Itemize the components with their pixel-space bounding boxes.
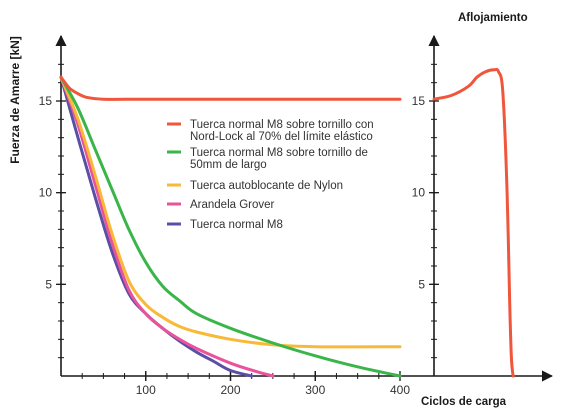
x-tick-label: 100 <box>136 383 156 397</box>
legend-label: Nord-Lock al 70% del límite elástico <box>190 131 373 143</box>
x-axis-label: Ciclos de carga <box>421 396 507 408</box>
x-tick-label: 400 <box>390 383 410 397</box>
legend-label: 50mm de largo <box>190 159 267 171</box>
legend-label: Tuerca normal M8 <box>190 219 283 231</box>
right-y-tick-label: 5 <box>418 277 425 291</box>
panel-title: Aflojamiento <box>458 12 528 24</box>
y-axis-label: Fuerza de Amarre [kN] <box>8 36 22 164</box>
series-line-2 <box>59 75 402 349</box>
legend-label: Arandela Grover <box>190 199 275 211</box>
y-tick-label: 15 <box>39 94 53 108</box>
legend-label: Tuerca normal M8 sobre tornillo de <box>190 147 368 159</box>
x-tick-label: 200 <box>220 383 240 397</box>
loosening-series-line <box>432 67 515 378</box>
right-y-tick-label: 10 <box>412 186 426 200</box>
series-line-3 <box>59 75 275 378</box>
y-tick-label: 10 <box>39 186 53 200</box>
right-y-tick-label: 15 <box>412 94 426 108</box>
legend-label: Tuerca autoblocante de Nylon <box>190 180 343 192</box>
series-line-1 <box>59 75 402 378</box>
legend-label: Tuerca normal M8 sobre tornillo con <box>190 119 374 131</box>
series-line-0 <box>59 75 402 101</box>
y-tick-label: 5 <box>45 277 52 291</box>
x-tick-label: 300 <box>305 383 325 397</box>
